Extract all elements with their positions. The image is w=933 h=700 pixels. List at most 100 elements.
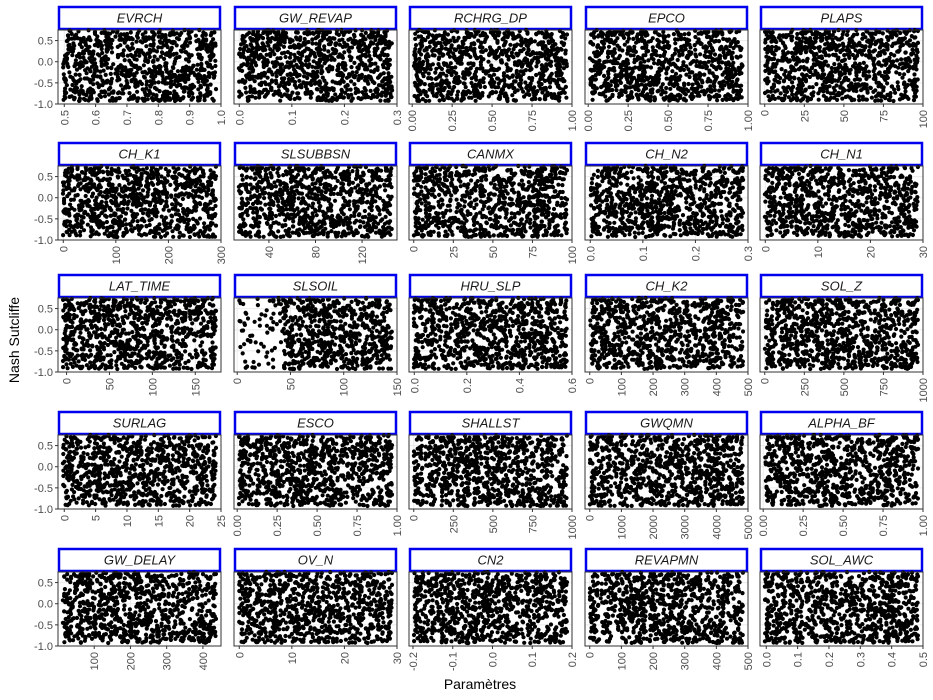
data-point xyxy=(765,36,771,41)
data-point xyxy=(869,95,875,100)
data-point xyxy=(882,51,887,56)
data-point xyxy=(687,49,692,55)
data-point xyxy=(383,91,388,96)
x-tick-label: 0.75 xyxy=(703,110,715,131)
data-point xyxy=(151,59,156,64)
data-point xyxy=(712,52,718,57)
data-point xyxy=(790,96,795,102)
data-point xyxy=(288,51,293,57)
data-point xyxy=(614,88,619,93)
data-point xyxy=(519,43,524,48)
data-point xyxy=(605,34,610,40)
data-point xyxy=(139,81,144,87)
data-point xyxy=(469,47,474,52)
data-point xyxy=(361,47,366,53)
data-point xyxy=(353,86,358,91)
data-point xyxy=(861,86,866,91)
data-point xyxy=(172,74,177,79)
data-points xyxy=(762,27,921,104)
data-point xyxy=(182,42,187,47)
data-point xyxy=(72,97,77,102)
data-point xyxy=(548,35,553,40)
data-point xyxy=(914,57,919,62)
data-point xyxy=(413,66,418,71)
data-point xyxy=(720,97,725,102)
x-tick-label: 0.5 xyxy=(59,110,71,125)
data-point xyxy=(413,43,419,48)
data-point xyxy=(673,47,678,52)
data-point xyxy=(459,55,464,60)
data-point xyxy=(462,76,467,81)
data-point xyxy=(684,72,689,77)
data-point xyxy=(270,72,275,77)
data-point xyxy=(87,49,92,54)
data-point xyxy=(428,67,433,72)
data-point xyxy=(187,40,193,45)
data-point xyxy=(767,98,772,103)
data-point xyxy=(663,96,668,101)
data-point xyxy=(914,47,920,52)
data-point xyxy=(210,44,215,49)
x-tick-label: 0.0 xyxy=(234,110,246,125)
data-point xyxy=(103,59,108,64)
data-point xyxy=(292,58,297,63)
data-point xyxy=(822,62,827,67)
x-tick-label: 0.50 xyxy=(663,110,675,131)
data-point xyxy=(803,87,808,92)
data-point xyxy=(350,70,355,75)
data-point xyxy=(144,82,149,87)
data-point xyxy=(619,68,624,73)
data-point xyxy=(606,44,612,49)
data-point xyxy=(542,78,548,83)
data-point xyxy=(909,34,914,39)
data-point xyxy=(192,84,197,89)
data-point xyxy=(592,30,597,35)
data-point xyxy=(814,31,820,36)
data-point xyxy=(851,88,856,93)
data-point xyxy=(781,34,786,39)
data-point xyxy=(845,52,850,57)
panel-title: PLAPS xyxy=(821,11,863,26)
data-point xyxy=(98,74,103,79)
data-point xyxy=(731,89,736,94)
data-point xyxy=(346,74,352,79)
data-point xyxy=(147,47,152,52)
data-point xyxy=(715,98,720,103)
data-point xyxy=(287,45,292,50)
data-point xyxy=(355,65,360,70)
data-point xyxy=(297,51,302,57)
data-point xyxy=(890,43,895,49)
data-point xyxy=(84,60,89,65)
data-point xyxy=(414,74,420,79)
data-point xyxy=(564,95,569,100)
data-point xyxy=(208,82,213,87)
data-point xyxy=(89,96,94,101)
data-point xyxy=(455,56,460,61)
data-point xyxy=(195,62,200,67)
data-point xyxy=(238,46,243,52)
data-point xyxy=(174,43,179,48)
data-point xyxy=(168,182,173,187)
data-point xyxy=(857,83,863,88)
data-point xyxy=(509,50,514,55)
data-point xyxy=(433,43,438,48)
data-point xyxy=(197,96,202,101)
data-point xyxy=(305,32,310,37)
data-point xyxy=(240,68,245,73)
data-point xyxy=(116,175,121,180)
data-point xyxy=(911,98,917,103)
data-point xyxy=(889,35,895,40)
data-point xyxy=(61,72,66,77)
data-point xyxy=(148,84,153,89)
data-point xyxy=(321,35,326,40)
data-point xyxy=(686,31,691,37)
data-point xyxy=(243,85,248,90)
data-point xyxy=(198,85,204,90)
data-point xyxy=(188,83,193,88)
data-point xyxy=(341,73,346,78)
data-point xyxy=(534,64,539,69)
data-point xyxy=(522,94,527,99)
data-point xyxy=(425,35,430,40)
data-point xyxy=(810,85,815,90)
